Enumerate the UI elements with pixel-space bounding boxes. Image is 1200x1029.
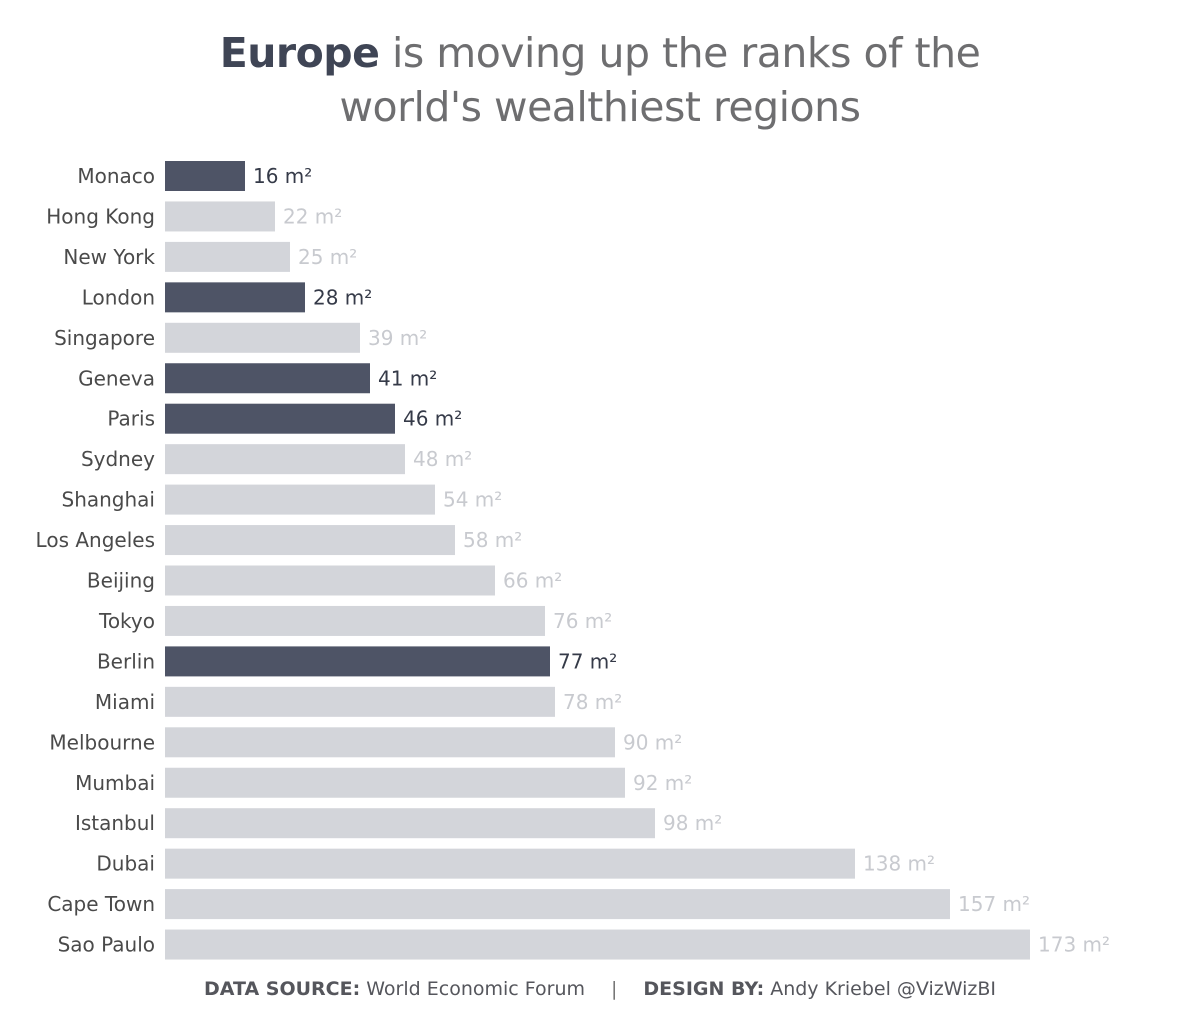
category-label-hong-kong: Hong Kong — [46, 204, 155, 228]
bar-miami — [165, 686, 555, 717]
value-label-istanbul: 98 m² — [663, 811, 722, 835]
category-label-los-angeles: Los Angeles — [36, 528, 155, 552]
footer-separator: | — [611, 978, 618, 1000]
category-label-miami: Miami — [95, 690, 155, 714]
category-label-new-york: New York — [63, 245, 155, 269]
category-label-sao-paulo: Sao Paulo — [58, 933, 155, 957]
value-label-singapore: 39 m² — [368, 326, 427, 350]
value-label-sao-paulo: 173 m² — [1038, 933, 1110, 957]
category-label-monaco: Monaco — [77, 164, 155, 188]
value-label-melbourne: 90 m² — [623, 730, 682, 754]
category-label-cape-town: Cape Town — [47, 892, 155, 916]
value-label-sydney: 48 m² — [413, 447, 472, 471]
category-label-melbourne: Melbourne — [49, 730, 155, 754]
category-label-london: London — [82, 285, 155, 309]
data-source-value: World Economic Forum — [360, 978, 585, 1000]
bar-mumbai — [165, 767, 625, 798]
data-source-label: DATA SOURCE: — [203, 978, 361, 1000]
value-label-dubai: 138 m² — [863, 852, 935, 876]
value-label-london: 28 m² — [313, 285, 372, 309]
value-label-new-york: 25 m² — [298, 245, 357, 269]
design-by-value: Andy Kriebel @VizWizBI — [764, 978, 996, 1000]
value-label-paris: 46 m² — [403, 407, 462, 431]
bar-shanghai — [165, 484, 435, 515]
chart-footer: DATA SOURCE: World Economic Forum | DESIGN… — [0, 978, 1200, 1000]
value-label-monaco: 16 m² — [253, 164, 312, 188]
chart-title: Europe is moving up the ranks of the wor… — [0, 26, 1200, 134]
bar-cape-town — [165, 889, 950, 920]
bar-los-angeles — [165, 525, 455, 556]
category-label-dubai: Dubai — [96, 852, 155, 876]
bar-sao-paulo — [165, 929, 1030, 960]
title-line-1-rest: is moving up the ranks of the — [379, 29, 981, 77]
category-label-mumbai: Mumbai — [75, 771, 155, 795]
value-label-los-angeles: 58 m² — [463, 528, 522, 552]
category-label-tokyo: Tokyo — [98, 609, 155, 633]
bar-monaco — [165, 161, 245, 191]
category-label-beijing: Beijing — [87, 569, 155, 593]
value-label-geneva: 41 m² — [378, 366, 437, 390]
bar-chart: Monaco 16 m² Hong Kong 22 m² New York 25 m² Lo… — [36, 161, 1110, 960]
category-label-berlin: Berlin — [97, 649, 155, 673]
title-line-1: Europe is moving up the ranks of the — [0, 26, 1200, 80]
value-label-berlin: 77 m² — [558, 649, 617, 673]
bar-geneva — [165, 363, 370, 394]
value-label-tokyo: 76 m² — [553, 609, 612, 633]
category-label-istanbul: Istanbul — [75, 811, 155, 835]
bar-london — [165, 282, 305, 313]
value-label-beijing: 66 m² — [503, 569, 562, 593]
title-line-2: world's wealthiest regions — [339, 83, 861, 131]
title-highlight: Europe — [219, 29, 380, 77]
bar-new-york — [165, 241, 290, 272]
value-label-mumbai: 92 m² — [633, 771, 692, 795]
value-label-miami: 78 m² — [563, 690, 622, 714]
bar-tokyo — [165, 605, 545, 636]
category-label-shanghai: Shanghai — [62, 488, 156, 512]
bar-istanbul — [165, 808, 655, 839]
category-label-sydney: Sydney — [81, 447, 155, 471]
bar-sydney — [165, 444, 405, 475]
value-label-cape-town: 157 m² — [958, 892, 1030, 916]
bar-melbourne — [165, 727, 615, 758]
bar-hong-kong — [165, 201, 275, 232]
bar-dubai — [165, 848, 855, 879]
category-label-geneva: Geneva — [78, 366, 155, 390]
bar-beijing — [165, 565, 495, 596]
design-by-label: DESIGN BY: — [643, 978, 765, 1000]
category-label-singapore: Singapore — [54, 326, 155, 350]
value-label-hong-kong: 22 m² — [283, 204, 342, 228]
value-label-shanghai: 54 m² — [443, 488, 502, 512]
bar-singapore — [165, 322, 360, 353]
bar-paris — [165, 403, 395, 434]
category-label-paris: Paris — [107, 407, 155, 431]
bar-berlin — [165, 646, 550, 677]
